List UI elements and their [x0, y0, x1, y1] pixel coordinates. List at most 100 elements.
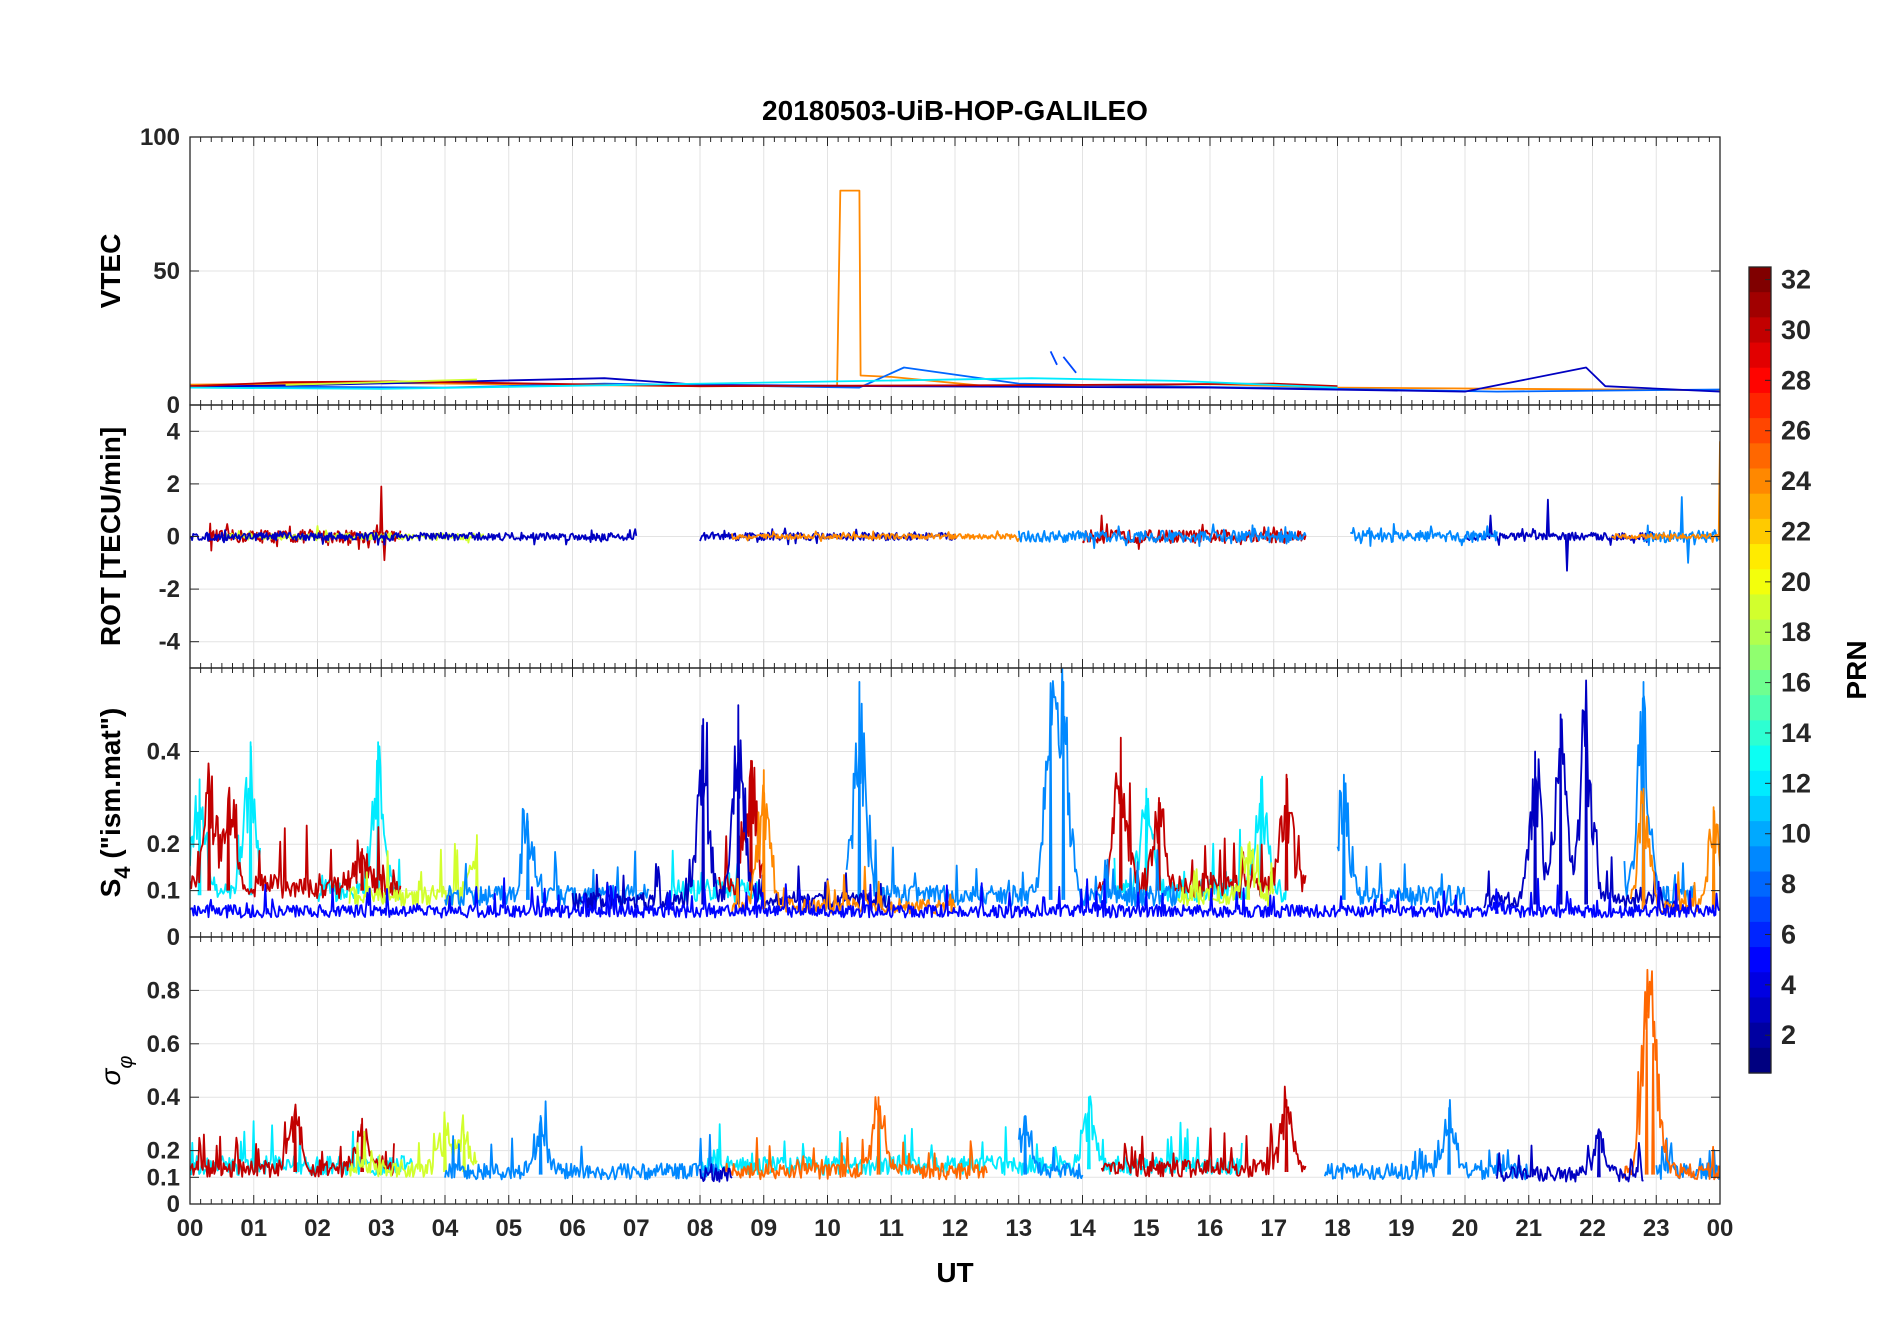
- xlabel: UT: [936, 1257, 973, 1288]
- colorbar-ticklabel-5: 12: [1781, 768, 1811, 798]
- colorbar-ticklabel-1: 4: [1781, 970, 1796, 1000]
- sigma_phi-series-prn-30-1: [190, 1085, 1307, 1178]
- colorbar-cell-32: [1749, 267, 1771, 293]
- ylabel-vtec: VTEC: [95, 234, 126, 309]
- colorbar-cell-3: [1749, 997, 1771, 1024]
- ytick-label-vtec-0: 0: [167, 392, 180, 419]
- xtick-label-20: 20: [1452, 1215, 1479, 1242]
- ytick-label-sigma_phi-2: 0.2: [147, 1138, 180, 1165]
- ytick-label-s4-3: 0.4: [147, 738, 181, 765]
- sigma_phi-series: [190, 968, 1720, 1183]
- colorbar-ticklabel-15: 32: [1781, 265, 1811, 295]
- xtick-label-7: 07: [623, 1215, 650, 1242]
- ytick-label-sigma_phi-5: 0.8: [147, 977, 180, 1004]
- colorbar-cell-2: [1749, 1022, 1771, 1049]
- ytick-label-vtec-2: 100: [140, 124, 180, 151]
- panel-vtec: 0 50 100 VTEC: [95, 124, 1721, 419]
- xtick-label-13: 13: [1005, 1215, 1032, 1242]
- chart-title: 20180503-UiB-HOP-GALILEO: [762, 95, 1148, 126]
- colorbar-frame: [1748, 266, 1772, 1074]
- colorbar-cell-17: [1749, 644, 1771, 671]
- ytick-label-rot-1: -2: [159, 576, 180, 603]
- vtec-series-prn-30-3: [190, 380, 1338, 388]
- ytick-label-rot-0: -4: [159, 629, 181, 656]
- colorbar-ticklabel-6: 14: [1781, 718, 1811, 748]
- colorbar-ticklabel-14: 30: [1781, 315, 1811, 345]
- colorbar-ticklabel-7: 16: [1781, 668, 1811, 698]
- colorbar-cell-23: [1749, 493, 1771, 520]
- colorbar-cell-12: [1749, 770, 1771, 797]
- ylabel-rot: ROT [TECU/min]: [95, 427, 126, 646]
- xtick-label-1: 01: [240, 1215, 267, 1242]
- colorbar-cell-4: [1749, 972, 1771, 999]
- colorbar-cell-10: [1749, 821, 1771, 847]
- xtick-label-2: 02: [304, 1215, 331, 1242]
- panel-rot: -4 -2 0 2 4 ROT [TECU/min]: [95, 404, 1721, 669]
- colorbar-cell-22: [1749, 518, 1771, 545]
- colorbar-ticklabel-11: 24: [1781, 466, 1811, 496]
- ytick-label-s4-1: 0.1: [147, 878, 180, 905]
- ylabel-s4-main: S: [95, 879, 126, 898]
- xtick-label-9: 09: [750, 1215, 777, 1242]
- ylabel-s4: S4 ("ism.mat"): [95, 708, 135, 898]
- xtick-label-10: 10: [814, 1215, 841, 1242]
- xtick-label-3: 03: [368, 1215, 395, 1242]
- colorbar-ticklabel-9: 20: [1781, 567, 1811, 597]
- xtick-label-17: 17: [1260, 1215, 1287, 1242]
- colorbar-cell-28: [1749, 367, 1771, 394]
- colorbar-cell-16: [1749, 670, 1771, 696]
- xtick-label-23: 23: [1643, 1215, 1670, 1242]
- colorbar-ticklabel-13: 28: [1781, 365, 1811, 395]
- colorbar-cell-6: [1749, 921, 1771, 948]
- s4-series-prn-9-3: [444, 668, 1696, 907]
- colorbar-cell-24: [1749, 468, 1771, 495]
- colorbar-ticklabel-10: 22: [1781, 516, 1811, 546]
- panel-s4: 0 0.1 0.2 0.4 S4 ("ism.mat"): [95, 667, 1721, 951]
- vtec-series-prn-7-6: [1049, 351, 1058, 366]
- xtick-label-14: 14: [1069, 1215, 1096, 1242]
- vtec-series-prn-12-5: [190, 377, 1338, 390]
- sigma_phi-series-prn-3-5: [699, 1128, 1644, 1183]
- xtick-label-22: 22: [1579, 1215, 1606, 1242]
- rot-series-prn-9-3: [1017, 496, 1720, 564]
- colorbar-cell-11: [1749, 795, 1771, 822]
- rot-series-prn-3-2: [190, 498, 1658, 572]
- colorbar-cell-14: [1749, 720, 1771, 747]
- xtick-label-19: 19: [1388, 1215, 1415, 1242]
- panels: 05 01 00 VTEC -4 -2 02 4 ROT [TECU/min] 0 0.1 0.2 0.…: [95, 124, 1733, 1288]
- ytick-label-rot-3: 2: [167, 471, 180, 498]
- s4-series-prn-19-2: [348, 834, 1275, 907]
- xtick-label-24: 00: [1707, 1215, 1734, 1242]
- vtec-series-prn-19-4: [285, 378, 477, 386]
- colorbar-cell-26: [1749, 418, 1771, 444]
- vtec-series-prn-7-7: [1062, 356, 1077, 374]
- colorbar-cell-8: [1749, 871, 1771, 898]
- colorbar-cell-13: [1749, 745, 1771, 772]
- rot-series-prn-30-0: [208, 485, 1307, 562]
- colorbar-cell-31: [1749, 292, 1771, 318]
- colorbar-ticklabel-0: 2: [1781, 1020, 1796, 1050]
- colorbar-cell-30: [1749, 317, 1771, 344]
- xtick-label-5: 05: [495, 1215, 522, 1242]
- vtec-series: [190, 189, 1720, 393]
- colorbar-cell-27: [1749, 392, 1771, 419]
- colorbar-cell-9: [1749, 846, 1771, 873]
- colorbar-cell-5: [1749, 947, 1771, 973]
- xtick-label-4: 04: [432, 1215, 459, 1242]
- colorbar-ticklabel-12: 26: [1781, 416, 1811, 446]
- s4-series-prn-5-6: [190, 877, 1720, 919]
- xtick-label-21: 21: [1515, 1215, 1542, 1242]
- ylabel-s4-sub: 4: [110, 866, 135, 879]
- colorbar-label: PRN: [1841, 640, 1872, 699]
- ytick-label-s4-2: 0.2: [147, 831, 180, 858]
- colorbar-cell-15: [1749, 695, 1771, 721]
- rot-series: [190, 440, 1720, 572]
- ytick-label-vtec-1: 50: [153, 258, 180, 285]
- colorbar-cell-20: [1749, 569, 1771, 596]
- vtec-series-prn-3-2: [190, 366, 1720, 393]
- rot-series-prn-24-4: [731, 440, 1720, 543]
- colorbar-ticklabel-4: 10: [1781, 819, 1811, 849]
- s4-series-prn-3-4: [571, 679, 1677, 911]
- s4-series: [190, 668, 1720, 919]
